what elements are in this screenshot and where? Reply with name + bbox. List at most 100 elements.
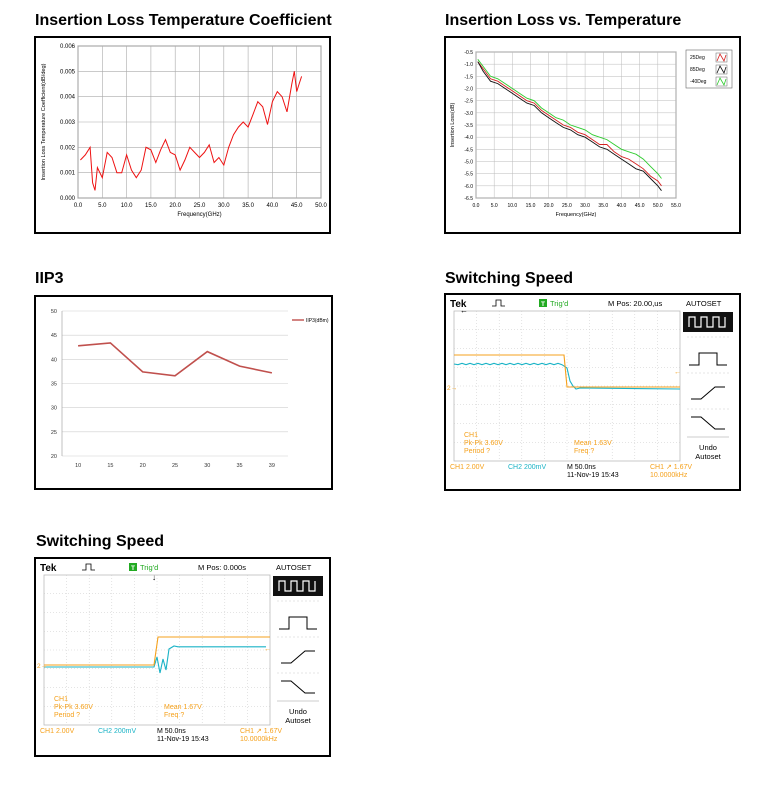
y-tick-label: 50 bbox=[51, 309, 57, 315]
scope-screen-2: Tek T Trig'd M Pos: 0.000s AUTOSET 2→ ← ↓ CH1Pk-… bbox=[37, 563, 323, 743]
x-axis-label: Frequency(GHz) bbox=[177, 212, 221, 218]
x-tick-label: 30.0 bbox=[580, 203, 590, 209]
x-tick-label: 0.0 bbox=[74, 203, 83, 209]
ch2-waveform bbox=[44, 645, 266, 674]
meas-mean: Mean 1.63V bbox=[574, 440, 612, 447]
scope-brand: Tek bbox=[450, 299, 467, 310]
trigger-info: CH1 ↗ 1.67V bbox=[650, 464, 692, 471]
y-tick-label: -1.0 bbox=[464, 62, 473, 68]
x-tick-label: 35.0 bbox=[598, 203, 608, 209]
pulse-icon bbox=[279, 616, 317, 630]
legend-swatch bbox=[715, 52, 728, 63]
trigger-level-marker: ← bbox=[674, 369, 681, 376]
trig-status-icon bbox=[129, 563, 137, 571]
square-wave-icon bbox=[688, 316, 726, 328]
x-tick-label: 20.0 bbox=[169, 203, 181, 209]
ch1-scale: CH1 2.00V bbox=[40, 728, 75, 735]
y-tick-label: 35 bbox=[51, 382, 57, 388]
ch2-scale: CH2 200mV bbox=[508, 464, 546, 471]
y-tick-label: 0.001 bbox=[60, 171, 76, 177]
x-tick-label: 40.0 bbox=[617, 203, 627, 209]
x-tick-label: 15.0 bbox=[526, 203, 536, 209]
x-tick-label: 45.0 bbox=[291, 203, 303, 209]
legend-label: 85Deg bbox=[690, 67, 705, 73]
ch2-waveform bbox=[453, 362, 681, 390]
m-pos-readout: M Pos: 20.00,us bbox=[608, 299, 662, 308]
ch1-scale: CH1 2.00V bbox=[450, 464, 485, 471]
y-tick-label: 20 bbox=[51, 454, 57, 460]
meas-mean: Mean 1.67V bbox=[164, 704, 202, 711]
timestamp: 11-Nov-19 15:43 bbox=[567, 472, 619, 479]
scope-panel-2: Tek T Trig'd M Pos: 0.000s AUTOSET 2→ ← ↓ CH1 Pk-… bbox=[34, 557, 331, 757]
trig-status-letter: T bbox=[541, 301, 545, 308]
ch2-ground-marker: 2→ bbox=[447, 385, 457, 392]
x-tick-label: 35.0 bbox=[242, 203, 254, 209]
y-tick-label: 30 bbox=[51, 406, 57, 412]
legend-swatch-line bbox=[716, 77, 727, 86]
il-chart-panel: 0.0 5.0 10.0 15.0 20.0 25.0 30.0 35.0 40.0 45.0 50… bbox=[444, 36, 741, 234]
meas-period: Period ? bbox=[464, 448, 490, 455]
y-tick-label: -1.5 bbox=[464, 74, 473, 80]
y-tick-label: 0.003 bbox=[60, 120, 76, 126]
y-tick-label: -6.0 bbox=[464, 184, 473, 190]
iip3-chart-panel: 20 25 30 35 40 45 50 10 15 20 25 30 35 39 IIP3(dBm) bbox=[34, 295, 333, 490]
rising-edge-icon bbox=[691, 386, 725, 400]
x-axis-label: Frequency(GHz) bbox=[556, 212, 597, 218]
trigger-frequency: 10.0000kHz bbox=[650, 472, 688, 479]
undo-autoset-button-line2[interactable]: Autoset bbox=[695, 452, 721, 461]
x-tick-label: 40.0 bbox=[267, 203, 279, 209]
y-axis-label: Insertion Loss Temperature Coefficient(d… bbox=[41, 63, 47, 180]
legend-swatch-line bbox=[716, 53, 727, 62]
il-series-line bbox=[477, 61, 662, 191]
y-tick-label: -4.5 bbox=[464, 147, 473, 153]
meas-period: Period ? bbox=[54, 712, 80, 719]
x-tick-label: 30.0 bbox=[218, 203, 230, 209]
switching-speed-title-2: Switching Speed bbox=[36, 533, 165, 550]
x-tick-label: 10 bbox=[75, 463, 81, 469]
tc-series-line bbox=[80, 71, 303, 191]
x-tick-label: 15.0 bbox=[145, 203, 157, 209]
menu-title: AUTOSET bbox=[276, 563, 312, 572]
x-tick-label: 15 bbox=[107, 463, 113, 469]
y-tick-label: -5.5 bbox=[464, 172, 473, 178]
y-tick-label: 40 bbox=[51, 357, 57, 363]
x-tick-label: 5.0 bbox=[491, 203, 498, 209]
y-tick-label: 0.006 bbox=[60, 44, 76, 50]
x-tick-label: 55.0 bbox=[671, 203, 681, 209]
y-tick-label: 0.004 bbox=[60, 95, 76, 101]
menu-title: AUTOSET bbox=[686, 299, 722, 308]
y-tick-label: -2.0 bbox=[464, 87, 473, 93]
ch1-waveform bbox=[454, 354, 680, 388]
timebase: M 50.0ns bbox=[567, 464, 596, 471]
ch2-ground-marker: 2→ bbox=[37, 663, 47, 670]
scope-screen-1: Tek T Trig'd M Pos: 20.00,us AUTOSET2→←←CH1P… bbox=[447, 299, 733, 479]
y-tick-label: -3.5 bbox=[464, 123, 473, 129]
falling-edge-icon bbox=[691, 416, 725, 430]
iip3-series-line bbox=[78, 342, 273, 377]
legend-label: -40Deg bbox=[690, 79, 707, 85]
x-tick-label: 50.0 bbox=[315, 203, 327, 209]
undo-autoset-button[interactable]: Undo bbox=[289, 707, 307, 716]
ch2-scale: CH2 200mV bbox=[98, 728, 136, 735]
x-tick-label: 20.0 bbox=[544, 203, 554, 209]
y-tick-label: -6.5 bbox=[464, 196, 473, 202]
undo-autoset-button-line2[interactable]: Autoset bbox=[285, 716, 311, 725]
il-series-line bbox=[477, 61, 662, 187]
tc-chart-panel: 0.0 5.0 10.0 15.0 20.0 25.0 30.0 35.0 40.0 45.0 50… bbox=[34, 36, 331, 234]
y-axis-label: Insertion Loss(dB) bbox=[450, 103, 456, 148]
legend-swatch bbox=[715, 64, 728, 75]
meas-ch1-label: CH1 bbox=[54, 696, 68, 703]
y-tick-label: 45 bbox=[51, 333, 57, 339]
switching-speed-title-1: Switching Speed bbox=[445, 270, 574, 287]
falling-edge-icon bbox=[281, 680, 315, 694]
scope-brand: Tek bbox=[40, 563, 57, 574]
undo-autoset-button[interactable]: Undo bbox=[699, 443, 717, 452]
y-tick-label: -3.0 bbox=[464, 111, 473, 117]
m-pos-readout: M Pos: 0.000s bbox=[198, 563, 246, 572]
y-tick-label: 0.000 bbox=[60, 196, 76, 202]
pulse-icon bbox=[689, 352, 727, 366]
il-chart: 0.0 5.0 10.0 15.0 20.0 25.0 30.0 35.0 40.0 45.0 50… bbox=[450, 49, 733, 218]
tc-chart-title: Insertion Loss Temperature Coefficient bbox=[35, 12, 332, 29]
x-tick-label: 25.0 bbox=[194, 203, 206, 209]
x-tick-label: 25.0 bbox=[562, 203, 572, 209]
